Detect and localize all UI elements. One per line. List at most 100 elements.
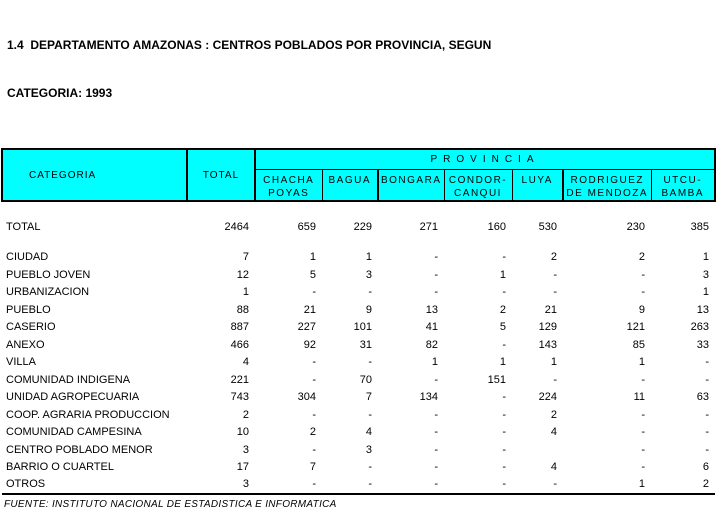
province-label-line1: CHACHA xyxy=(263,174,315,186)
cell-value: 887 xyxy=(230,321,249,334)
cell-value: - xyxy=(312,373,316,386)
table-row-anexo: ANEXO 466 92 31 82 - 143 85 33 xyxy=(2,336,715,354)
cell-value: 4 xyxy=(365,426,372,439)
cell-value: - xyxy=(502,478,506,491)
cell-value: 2 xyxy=(309,426,316,439)
cell-value: 1 xyxy=(550,356,557,369)
row-label: PUEBLO JOVEN xyxy=(6,268,91,281)
cell-value: 82 xyxy=(425,338,438,351)
cell-value xyxy=(512,441,563,459)
province-label-line1: UTCU- xyxy=(663,174,703,186)
table-row-caserio: CASERIO 887 227 101 41 5 129 121 263 xyxy=(2,319,715,337)
header-province-rodriguez: RODRIGUEZ DE MENDOZA xyxy=(562,168,652,202)
table-row-comunidad-indigena: COMUNIDAD INDIGENA 221 - 70 - 151 - - - xyxy=(2,371,715,389)
table-row-villa: VILLA 4 - - 1 1 1 1 - xyxy=(2,354,715,372)
cell-value: - xyxy=(368,286,372,299)
cell-value: 227 xyxy=(297,321,316,334)
cell-value: - xyxy=(502,391,506,404)
header-province-condor: CONDOR- CANQUI xyxy=(443,168,513,202)
cell-value: 12 xyxy=(236,268,249,281)
cell-value: - xyxy=(434,286,438,299)
cell-value: - xyxy=(502,443,506,456)
cell-value: 2464 xyxy=(224,220,249,233)
cell-value: 743 xyxy=(230,391,249,404)
cell-value: - xyxy=(705,443,709,456)
cell-value: - xyxy=(368,408,372,421)
cell-value: - xyxy=(705,408,709,421)
cell-value: 6 xyxy=(702,461,709,474)
cell-value: 3 xyxy=(365,443,372,456)
cell-value: - xyxy=(312,356,316,369)
cell-value: 151 xyxy=(487,373,506,386)
row-label: COMUNIDAD CAMPESINA xyxy=(6,426,142,439)
row-label: PUEBLO xyxy=(6,303,51,316)
cell-value: 33 xyxy=(696,338,709,351)
cell-value: 1 xyxy=(702,251,709,264)
cell-value: 63 xyxy=(696,391,709,404)
cell-value: - xyxy=(312,286,316,299)
cell-value: - xyxy=(502,251,506,264)
row-label: TOTAL xyxy=(6,220,41,233)
table-row-pueblo: PUEBLO 88 21 9 13 2 21 9 13 xyxy=(2,301,715,319)
page-title: 1.4 DEPARTAMENTO AMAZONAS : CENTROS POBL… xyxy=(7,5,717,133)
table-header: CATEGORIA TOTAL PROVINCIA CHACHA POYAS BAG… xyxy=(1,148,716,202)
province-label-line1: RODRIGUEZ xyxy=(570,174,644,186)
cell-value: 10 xyxy=(236,426,249,439)
cell-value: - xyxy=(641,426,645,439)
header-provincia: PROVINCIA xyxy=(254,148,716,170)
cell-value: - xyxy=(705,373,709,386)
cell-value: 2 xyxy=(702,478,709,491)
cell-value: - xyxy=(434,268,438,281)
cell-value: 263 xyxy=(690,321,709,334)
cell-value: 224 xyxy=(538,391,557,404)
cell-value: - xyxy=(434,426,438,439)
cell-value: 160 xyxy=(487,220,506,233)
table-row-otros: OTROS 3 - - - - - 1 2 xyxy=(2,476,715,494)
cell-value: - xyxy=(502,408,506,421)
cell-value: - xyxy=(434,461,438,474)
cell-value: 85 xyxy=(632,338,645,351)
cell-value: - xyxy=(641,286,645,299)
cell-value: 1 xyxy=(365,251,372,264)
cell-value: 1 xyxy=(499,268,506,281)
row-label: OTROS xyxy=(6,478,46,491)
cell-value: - xyxy=(434,251,438,264)
row-label: COMUNIDAD INDIGENA xyxy=(6,373,131,386)
title-line-2: CATEGORIA: 1993 xyxy=(7,86,113,100)
cell-value: 230 xyxy=(626,220,645,233)
cell-value: 1 xyxy=(499,356,506,369)
province-label-line2: BAMBA xyxy=(661,187,704,199)
row-label: BARRIO O CUARTEL xyxy=(6,461,114,474)
cell-value: 7 xyxy=(242,251,249,264)
cell-value: 4 xyxy=(550,461,557,474)
table-row-barrio-o-cuartel: BARRIO O CUARTEL 17 7 - - - 4 - 6 xyxy=(2,459,715,477)
cell-value: 2 xyxy=(242,408,249,421)
cell-value: 2 xyxy=(550,408,557,421)
row-label: UNIDAD AGROPECUARIA xyxy=(6,391,140,404)
cell-value: - xyxy=(641,408,645,421)
cell-value: - xyxy=(502,338,506,351)
province-label-line1: BAGUA xyxy=(328,174,371,186)
cell-value: 143 xyxy=(538,338,557,351)
cell-value: - xyxy=(553,268,557,281)
cell-value: - xyxy=(641,268,645,281)
cell-value: - xyxy=(705,356,709,369)
centros-poblados-table: CATEGORIA TOTAL PROVINCIA CHACHA POYAS BAG… xyxy=(1,148,716,495)
cell-value: 2 xyxy=(499,303,506,316)
cell-value: 101 xyxy=(353,321,372,334)
cell-value: 17 xyxy=(236,461,249,474)
row-label: CASERIO xyxy=(6,321,56,334)
cell-value: 530 xyxy=(538,220,557,233)
cell-value: 7 xyxy=(365,391,372,404)
cell-value: 5 xyxy=(309,268,316,281)
cell-value: 1 xyxy=(309,251,316,264)
row-label: CIUDAD xyxy=(6,251,49,264)
province-label-line2: CANQUI xyxy=(454,187,502,199)
table-row-total: TOTAL 2464 659 229 271 160 530 230 385 xyxy=(2,218,715,236)
cell-value: 229 xyxy=(353,220,372,233)
cell-value: 3 xyxy=(242,443,249,456)
cell-value: 2 xyxy=(638,251,645,264)
cell-value: 3 xyxy=(242,478,249,491)
row-label: COOP. AGRARIA PRODUCCION xyxy=(6,408,170,421)
cell-value: 5 xyxy=(499,321,506,334)
